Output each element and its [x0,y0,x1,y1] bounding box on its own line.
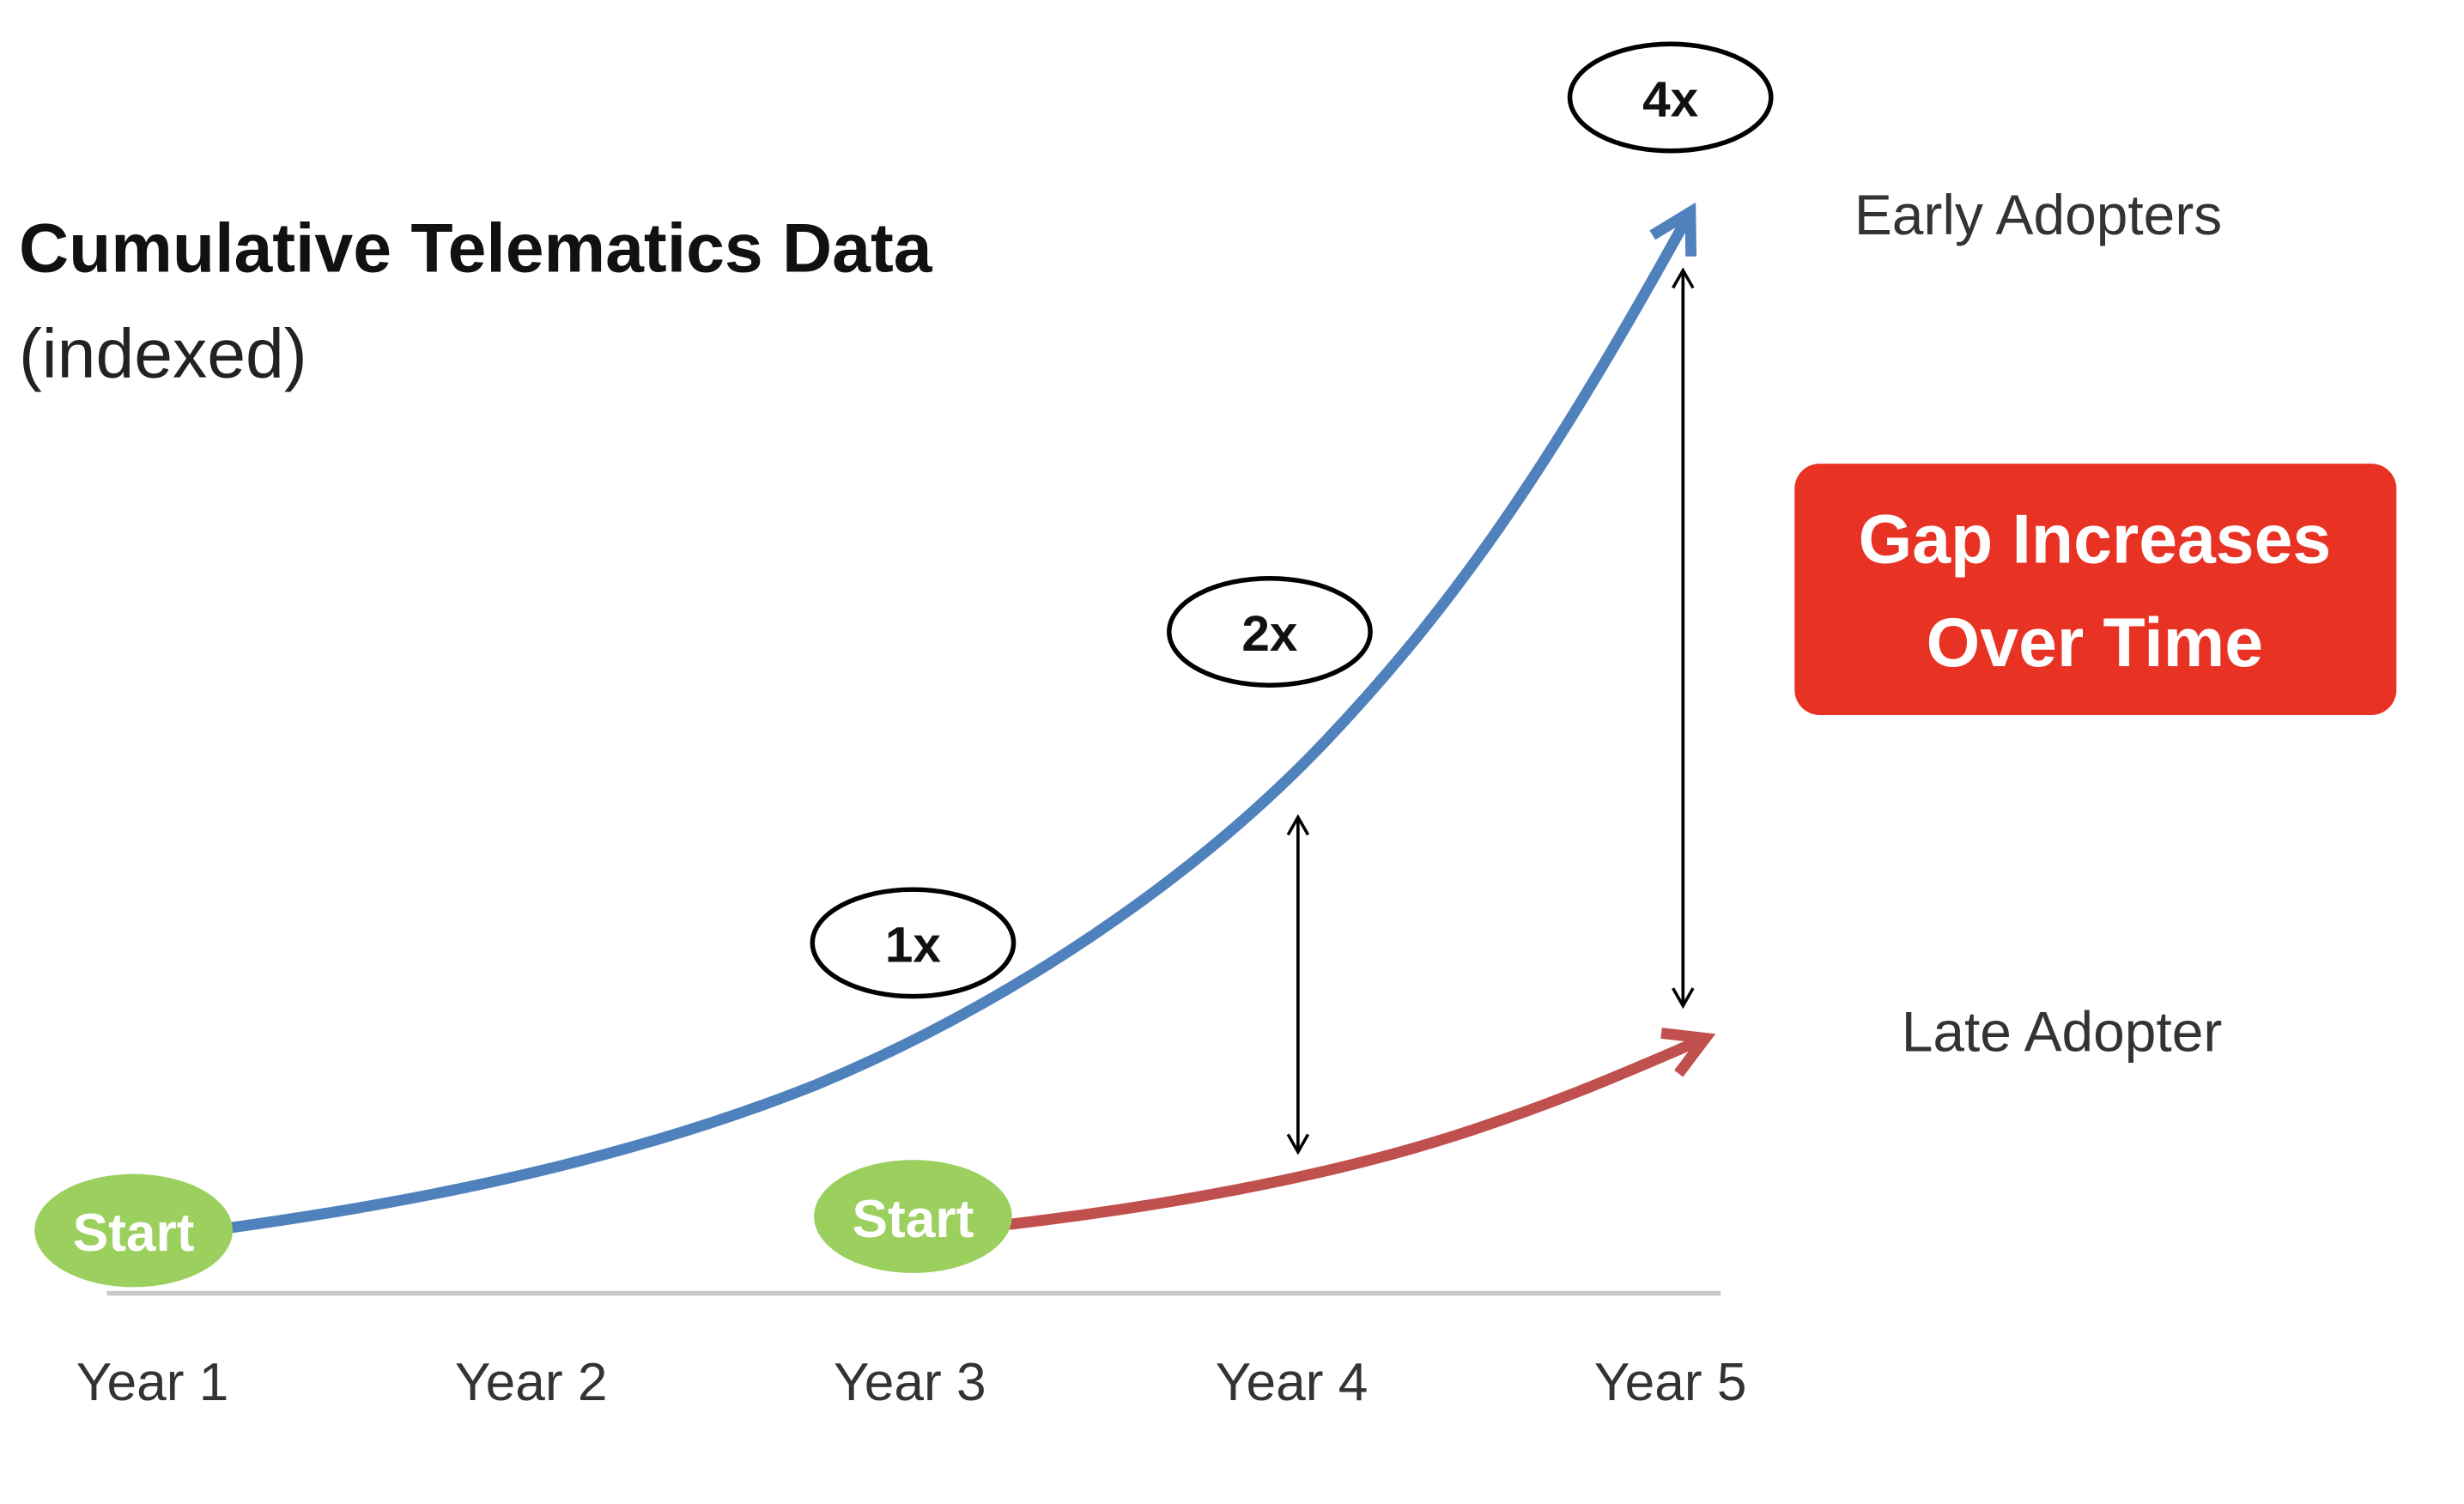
start-marker-late: Start [814,1160,1012,1273]
multiplier-ellipse-1x [810,887,1017,999]
chart-subtitle: (indexed) [19,315,307,392]
multiplier-ellipse-2x [1167,575,1373,688]
multiplier-ellipse-4x [1567,41,1774,154]
start-ellipse-early [34,1173,233,1288]
chart-title: Cumulative Telematics Data [19,210,933,288]
gap-callout-line-1: Gap Increases [1859,500,2332,578]
multiplier-label-1x: 1x [885,917,942,973]
start-label-late: Start [853,1190,974,1249]
early-adopters-line [227,202,1697,1234]
multiplier-label-4x: 4x [1642,71,1699,127]
gap-callout: Gap Increases Over Time [1794,464,2397,715]
x-tick-year-3: Year 3 [834,1353,986,1412]
gap-callout-box [1794,464,2397,715]
series-label-late-adopter: Late Adopter [1902,1000,2223,1064]
start-marker-early: Start [34,1173,233,1288]
x-tick-year-1: Year 1 [76,1353,229,1412]
multiplier-1x: 1x [810,887,1017,999]
start-label-early: Start [73,1204,195,1263]
start-ellipse-late [814,1160,1012,1273]
gap-callout-line-2: Over Time [1927,604,2263,682]
x-tick-year-5: Year 5 [1594,1353,1747,1412]
x-tick-year-2: Year 2 [455,1353,608,1412]
late-adopter-line [1004,1028,1716,1230]
multiplier-label-2x: 2x [1241,606,1298,662]
multiplier-4x: 4x [1567,41,1774,154]
x-tick-year-4: Year 4 [1216,1353,1369,1412]
series-label-early-adopters: Early Adopters [1854,183,2222,246]
multiplier-2x: 2x [1167,575,1373,688]
